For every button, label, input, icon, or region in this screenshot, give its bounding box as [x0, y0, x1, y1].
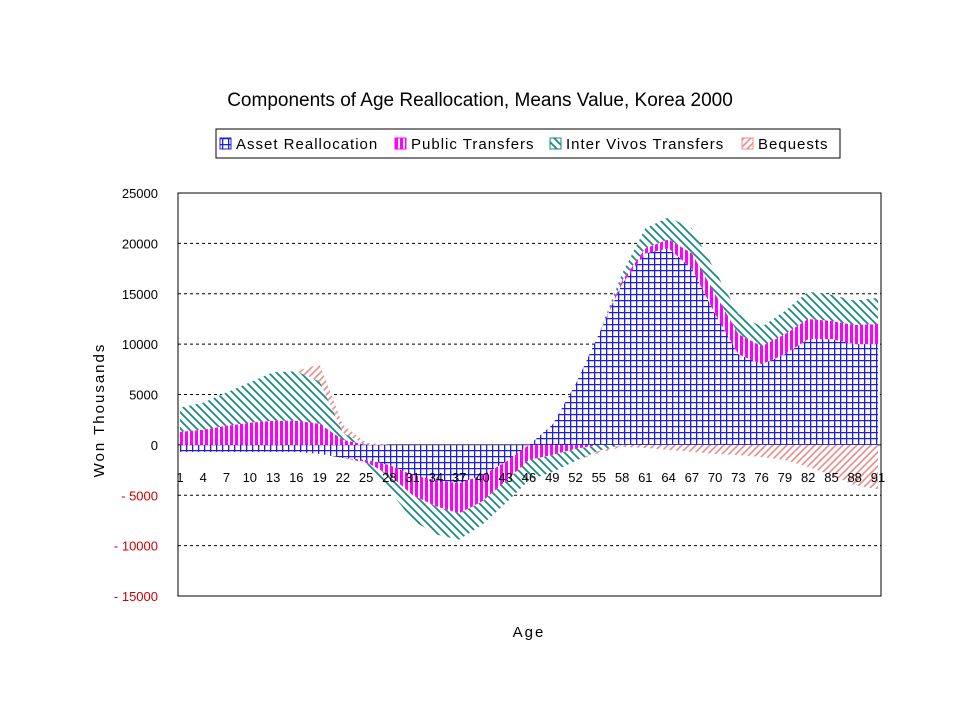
legend-label-bequests: Bequests: [758, 136, 829, 153]
legend-item-asset-reallocation: Asset Reallocation: [219, 136, 378, 153]
legend-item-bequests: Bequests: [741, 136, 829, 153]
x-tick-label: 19: [312, 470, 326, 485]
x-tick-label: 25: [359, 470, 373, 485]
y-tick-label: - 10000: [114, 539, 158, 554]
y-tick-label: - 15000: [114, 589, 158, 604]
x-tick-label: 79: [778, 470, 792, 485]
legend-swatch-public-transfers: [394, 137, 407, 150]
x-tick-label: 67: [685, 470, 699, 485]
x-tick-label: 7: [223, 470, 230, 485]
area-asset-reallocation-positive: [180, 248, 878, 445]
area-inter-vivos-transfers-positive: [180, 217, 878, 445]
y-tick-label: 10000: [122, 337, 158, 352]
y-tick-label: 0: [151, 438, 158, 453]
x-tick-label: 61: [638, 470, 652, 485]
y-tick-label: 25000: [122, 186, 158, 201]
x-tick-label: 55: [592, 470, 606, 485]
area-bequests-negative: [180, 444, 878, 540]
x-tick-label: 28: [382, 470, 396, 485]
x-axis-label: Age: [513, 624, 546, 641]
area-public-transfers-negative: [180, 444, 878, 514]
legend-label-public-transfers: Public Transfers: [411, 136, 535, 153]
y-tick-label: 15000: [122, 287, 158, 302]
area-asset-reallocation-negative: [180, 444, 878, 484]
x-tick-label: 1: [176, 470, 183, 485]
area-public-transfers-positive: [180, 239, 878, 445]
x-tick-label: 40: [475, 470, 489, 485]
x-tick-label: 10: [243, 470, 257, 485]
area-series: [180, 217, 878, 540]
y-axis-label: Won Thousands: [91, 343, 108, 478]
x-tick-label: 49: [545, 470, 559, 485]
x-tick-label: 16: [289, 470, 303, 485]
x-tick-label: 76: [754, 470, 768, 485]
legend-swatch-bequests: [741, 137, 754, 150]
y-tick-label: 5000: [129, 388, 158, 403]
x-tick-labels: 1 4 7 10 13 16 19 22 25 28 31 34 37 40 43 46 49 52 55 58 61 6…: [176, 470, 885, 485]
legend-swatch-inter-vivos-transfers: [549, 137, 562, 150]
legend: Asset Reallocation Public Transfers Inte…: [215, 128, 841, 159]
x-tick-label: 52: [568, 470, 582, 485]
x-tick-label: 85: [824, 470, 838, 485]
legend-label-asset-reallocation: Asset Reallocation: [236, 136, 378, 153]
legend-item-inter-vivos-transfers: Inter Vivos Transfers: [549, 136, 724, 153]
x-tick-label: 34: [429, 470, 443, 485]
legend-item-public-transfers: Public Transfers: [394, 136, 535, 153]
x-tick-label: 91: [871, 470, 885, 485]
x-tick-label: 13: [266, 470, 280, 485]
x-tick-label: 73: [731, 470, 745, 485]
legend-box: [215, 128, 841, 159]
x-tick-label: 70: [708, 470, 722, 485]
x-tick-label: 88: [847, 470, 861, 485]
x-tick-label: 43: [498, 470, 512, 485]
y-tick-label: - 5000: [121, 488, 158, 503]
legend-label-inter-vivos-transfers: Inter Vivos Transfers: [566, 136, 724, 153]
legend-swatch-asset-reallocation: [219, 137, 232, 150]
x-tick-label: 64: [661, 470, 675, 485]
chart-title: Components of Age Reallocation, Means Va…: [227, 90, 733, 111]
x-tick-label: 58: [615, 470, 629, 485]
y-tick-label: 20000: [122, 236, 158, 251]
y-tick-labels: 25000 20000 15000 10000 5000 0 - 5000 - 10000 - …: [114, 186, 158, 604]
area-inter-vivos-transfers-negative: [180, 444, 878, 540]
x-tick-label: 22: [336, 470, 350, 485]
x-tick-label: 31: [405, 470, 419, 485]
x-tick-label: 82: [801, 470, 815, 485]
x-tick-label: 37: [452, 470, 466, 485]
x-tick-label: 4: [200, 470, 207, 485]
x-tick-label: 46: [522, 470, 536, 485]
